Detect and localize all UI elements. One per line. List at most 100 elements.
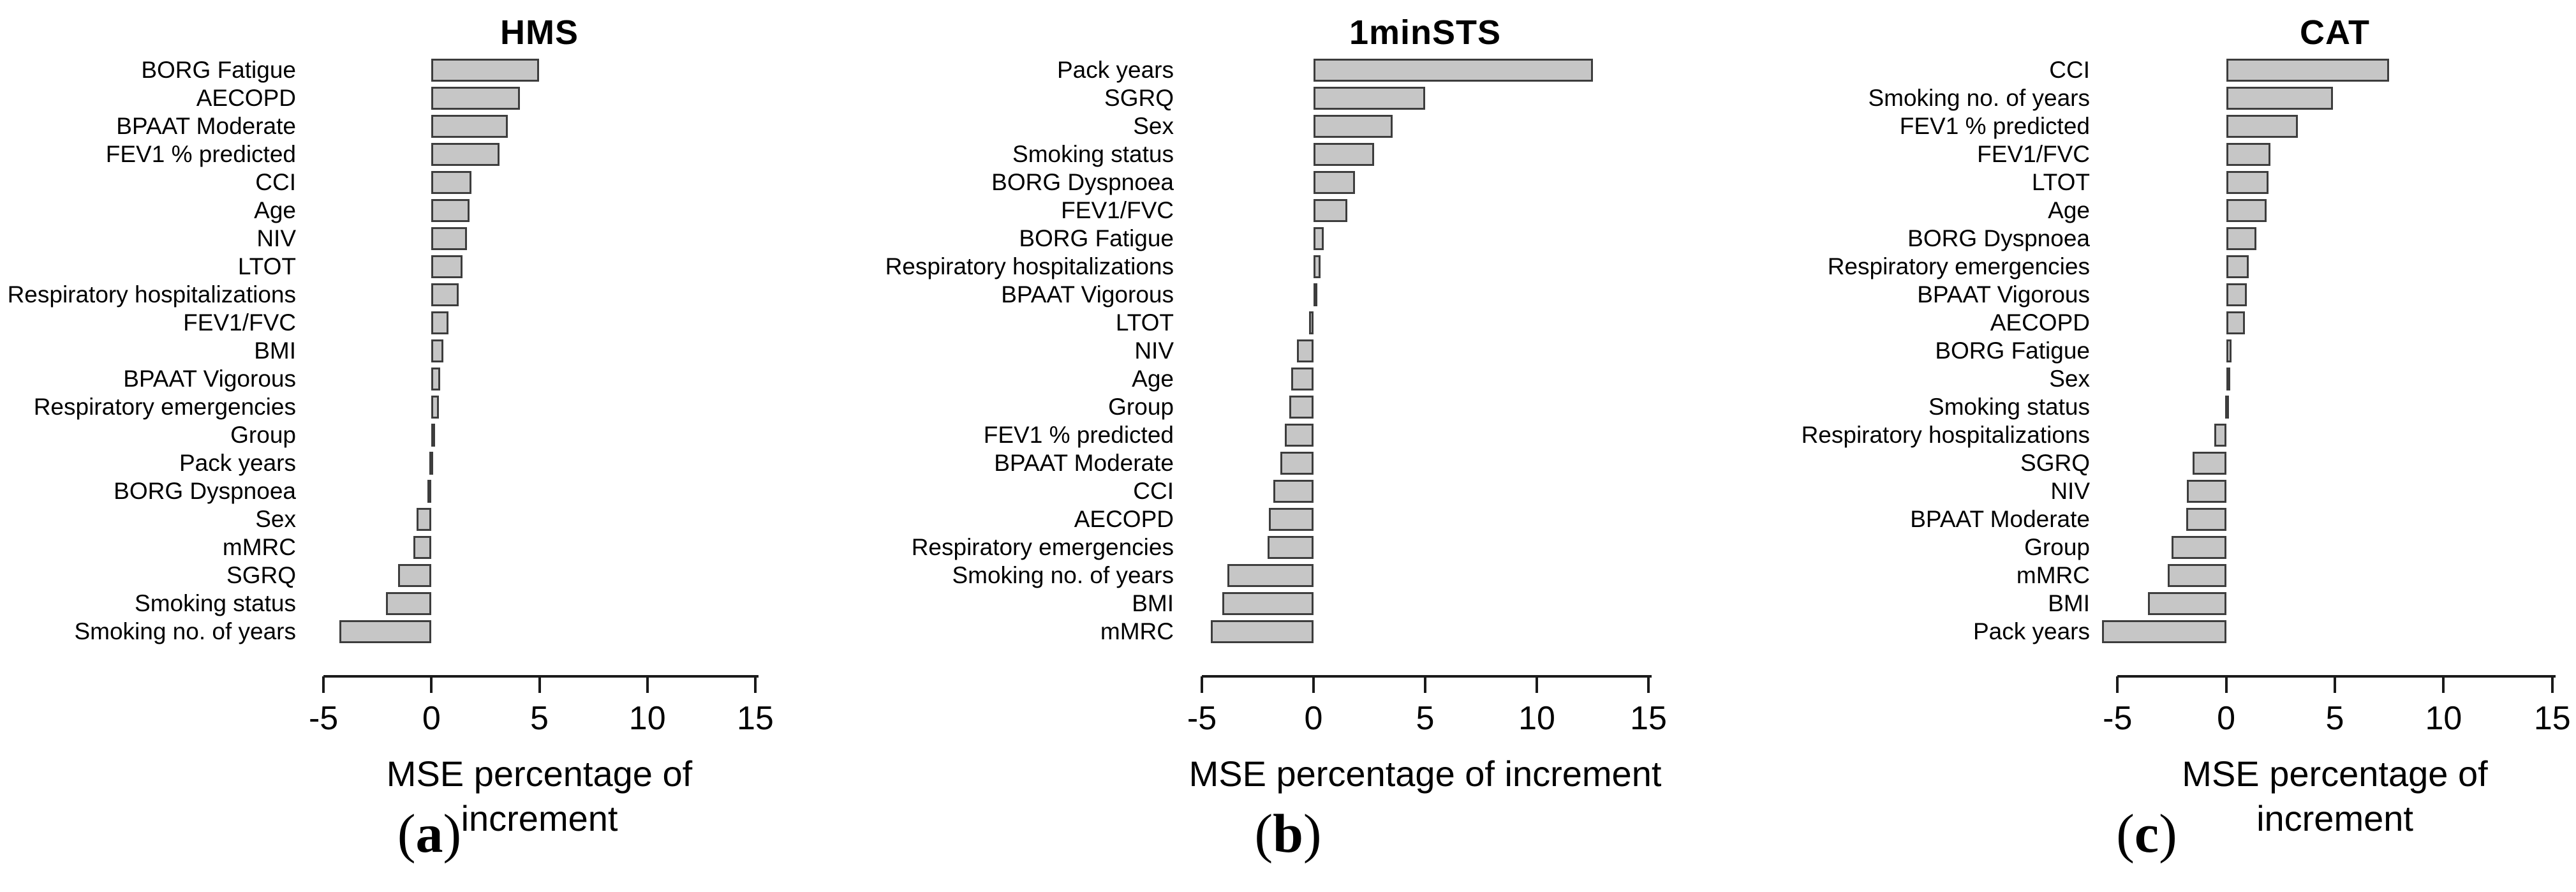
bar-row: Age — [859, 365, 1717, 393]
axis-tick-label: 0 — [1304, 700, 1323, 737]
axis-tick — [322, 676, 325, 693]
bar-row: FEV1/FVC — [0, 309, 859, 337]
category-label: AECOPD — [196, 85, 296, 111]
bar-track — [306, 168, 773, 197]
bar-track — [2100, 56, 2570, 84]
bar-track — [2100, 84, 2570, 112]
bar-row: Smoking status — [1717, 393, 2576, 421]
caption-paren-open: ( — [1254, 803, 1273, 864]
bar-track — [306, 421, 773, 449]
category-label: Respiratory emergencies — [33, 394, 296, 420]
axis-tick — [2116, 676, 2119, 693]
bar-track — [1184, 225, 1666, 253]
bar — [429, 452, 433, 475]
bar — [2214, 424, 2226, 447]
category-label: mMRC — [1100, 618, 1174, 644]
bar — [431, 424, 436, 447]
bar-track — [1184, 561, 1666, 590]
bar-track — [1184, 56, 1666, 84]
bar-track — [1184, 253, 1666, 281]
category-label: Smoking status — [135, 590, 296, 616]
category-label: NIV — [1134, 338, 1174, 364]
category-label: Sex — [1133, 113, 1174, 139]
bar-track — [2100, 168, 2570, 197]
bar-track — [1184, 421, 1666, 449]
bar-row: Pack years — [859, 56, 1717, 84]
category-label: BORG Fatigue — [141, 57, 296, 83]
axis-tick — [1424, 676, 1426, 693]
panel-cat: CAT CCI Smoking no. of years FEV1 % predic… — [1717, 9, 2576, 873]
bar-track — [2100, 505, 2570, 533]
category-label: BORG Dyspnoea — [114, 478, 296, 504]
bar-row: BORG Dyspnoea — [1717, 225, 2576, 253]
bar-track — [1184, 337, 1666, 365]
category-label: Respiratory hospitalizations — [7, 281, 296, 308]
category-label: BMI — [2048, 590, 2090, 616]
bar-track — [306, 337, 773, 365]
bar — [2187, 480, 2226, 503]
category-label: BPAAT Moderate — [116, 113, 296, 139]
bar-row: Group — [859, 393, 1717, 421]
bar-track — [1184, 590, 1666, 618]
bar-row: FEV1 % predicted — [0, 140, 859, 168]
axis-line — [2117, 675, 2556, 678]
category-label: BORG Dyspnoea — [1907, 225, 2090, 251]
category-label: Group — [2024, 534, 2090, 560]
figure-root: HMS BORG Fatigue AECOPD BPAAT Moderate FEV1… — [0, 9, 2576, 873]
bar — [431, 339, 443, 362]
bar — [1284, 424, 1314, 447]
bar-row: BORG Dyspnoea — [859, 168, 1717, 197]
category-label: FEV1/FVC — [1061, 197, 1174, 223]
bar-track — [2100, 197, 2570, 225]
axis-tick-label: 0 — [422, 700, 441, 737]
bar — [1289, 396, 1314, 419]
bar-track — [1184, 393, 1666, 421]
axis-tick-label: 0 — [2217, 700, 2236, 737]
bar-row: FEV1 % predicted — [1717, 112, 2576, 140]
bar — [1314, 143, 1374, 166]
bar-row: Smoking status — [859, 140, 1717, 168]
bar — [1314, 59, 1593, 82]
bar-track — [1184, 365, 1666, 393]
category-label: mMRC — [222, 534, 296, 560]
bar-rows: Pack years SGRQ Sex Smoking status BORG Dysp… — [859, 56, 1717, 646]
bar-row: BPAAT Moderate — [859, 449, 1717, 477]
category-label: Smoking no. of years — [74, 618, 296, 644]
bar — [397, 564, 432, 587]
bar-row: Respiratory emergencies — [0, 393, 859, 421]
category-label: FEV1/FVC — [183, 309, 296, 336]
bar-track — [306, 197, 773, 225]
bar-row: BORG Fatigue — [0, 56, 859, 84]
category-label: Age — [1132, 366, 1174, 392]
bar-row: BPAAT Moderate — [0, 112, 859, 140]
bar — [2226, 339, 2232, 362]
axis-tick-label: 15 — [2533, 700, 2571, 737]
bar-row: BMI — [1717, 590, 2576, 618]
bar-track — [306, 56, 773, 84]
category-label: Respiratory hospitalizations — [1801, 422, 2090, 448]
category-label: Respiratory emergencies — [1827, 253, 2090, 279]
bar — [2167, 564, 2226, 587]
category-label: Respiratory emergencies — [911, 534, 1174, 560]
axis-line — [323, 675, 759, 678]
bar-track — [306, 505, 773, 533]
category-label: Smoking no. of years — [1868, 85, 2090, 111]
bar — [2172, 536, 2226, 559]
axis-tick — [2550, 676, 2554, 693]
bar — [1222, 592, 1314, 615]
category-label: BPAAT Vigorous — [1001, 281, 1174, 308]
panel-caption: (a) — [0, 801, 859, 873]
bar — [339, 620, 432, 643]
bar — [2226, 87, 2333, 110]
bar — [431, 283, 459, 306]
bar — [1314, 283, 1317, 306]
bar-track — [2100, 225, 2570, 253]
bar-track — [2100, 337, 2570, 365]
bar-track — [2100, 533, 2570, 561]
axis-tick-label: 5 — [2325, 700, 2344, 737]
bar-row: Respiratory hospitalizations — [0, 281, 859, 309]
bar-track — [2100, 590, 2570, 618]
axis-tick-label: -5 — [2103, 700, 2133, 737]
bar — [431, 227, 468, 250]
bar — [1211, 620, 1314, 643]
